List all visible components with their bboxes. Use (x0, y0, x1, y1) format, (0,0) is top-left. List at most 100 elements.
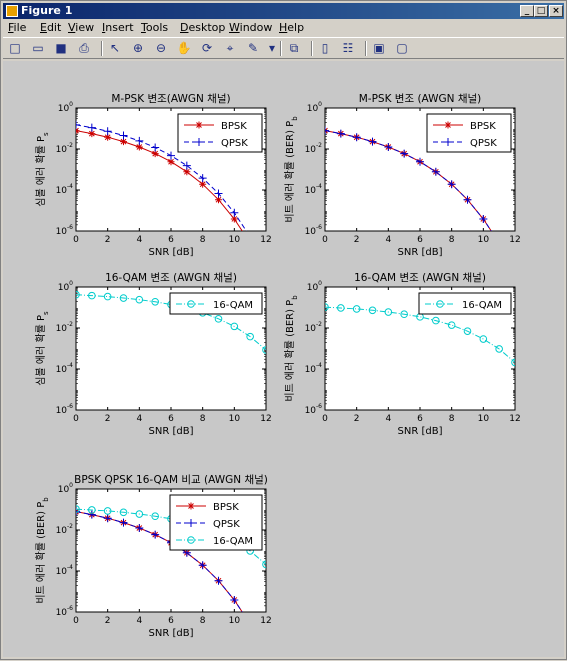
data-point (135, 136, 144, 145)
edit-plot-arrow-icon[interactable]: ↖ (109, 41, 121, 55)
x-tick-label: 2 (105, 616, 111, 626)
data-point (76, 290, 80, 299)
x-tick-label: 8 (449, 235, 455, 245)
legend-box (177, 113, 263, 153)
data-point (495, 239, 503, 247)
data-point (103, 514, 112, 523)
y-tick-label: 10-4 (56, 183, 74, 196)
toolbar-separator (311, 41, 313, 56)
data-point (87, 123, 96, 132)
toolbar-separator (101, 41, 103, 56)
data-point (88, 130, 96, 138)
brush-dropdown-icon[interactable]: ▾ (268, 41, 276, 55)
x-tick-label: 0 (73, 414, 79, 424)
legend-entry: BPSK (221, 121, 247, 132)
x-tick-label: 4 (385, 235, 391, 245)
minimize-button[interactable]: _ (520, 5, 534, 17)
zoom-out-icon[interactable]: ⊖ (155, 41, 167, 55)
legend: BPSK QPSK (426, 113, 512, 153)
menu-help[interactable]: Help (279, 21, 305, 34)
data-point (214, 315, 223, 323)
data-point (416, 157, 424, 166)
data-point (167, 158, 175, 166)
data-point (120, 138, 127, 146)
x-tick-label: 6 (168, 414, 174, 424)
insert-colorbar-icon[interactable]: ▯ (321, 41, 329, 55)
data-cursor-icon[interactable]: ⌖ (226, 41, 234, 55)
legend-box (418, 292, 512, 315)
legend-entry: BPSK (470, 121, 496, 132)
data-point (246, 620, 254, 628)
y-tick-label: 10-4 (305, 362, 323, 375)
menu-file[interactable]: File (8, 21, 27, 34)
zoom-in-icon[interactable]: ⊕ (132, 41, 144, 55)
brush-icon[interactable]: ✎ (247, 41, 259, 55)
show-plot-tools-icon[interactable]: ▢ (396, 41, 408, 55)
data-point (135, 143, 143, 151)
menu-desktop[interactable]: Desktop (180, 21, 226, 34)
legend: 16-QAM (418, 292, 512, 315)
data-point (400, 149, 409, 158)
data-point (76, 120, 80, 129)
data-point (151, 150, 159, 158)
data-point (214, 576, 223, 585)
menu-edit[interactable]: Edit (40, 21, 62, 34)
x-tick-label: 6 (417, 235, 423, 245)
legend-marker (187, 502, 195, 510)
x-tick-label: 12 (509, 235, 520, 245)
data-point (479, 214, 488, 223)
rotate-3d-icon[interactable]: ⟳ (201, 41, 213, 55)
hide-plot-tools-icon[interactable]: ▣ (373, 41, 385, 55)
data-point (337, 304, 345, 312)
x-tick-label: 6 (168, 235, 174, 245)
legend: BPSK QPSK (177, 113, 263, 153)
data-point (151, 512, 159, 521)
maximize-button[interactable]: □ (534, 5, 548, 17)
data-point (336, 129, 345, 138)
y-axis-label: 비트 에러 확률 (BER) Pb (284, 295, 299, 402)
data-point (246, 233, 254, 241)
data-point (431, 167, 440, 176)
legend-box (169, 292, 263, 315)
insert-legend-icon[interactable]: ☷ (342, 41, 354, 55)
series-line (76, 130, 243, 231)
data-point (167, 151, 175, 160)
data-point (479, 335, 488, 343)
y-tick-label: 100 (58, 101, 73, 114)
menu-view[interactable]: View (68, 21, 95, 34)
subplot-5: 0 2 4 6 8 10 1210010-210-410-6BPSKQPSK16-QAMBP… (35, 474, 272, 639)
data-point (230, 215, 238, 223)
figure-canvas: 0 2 4 6 8 10 12 100 10-2 10-4 10-6 BPSK QPSK M-PSK 변조… (3, 61, 564, 657)
legend-entry: 16-QAM (213, 536, 253, 547)
data-point (103, 507, 112, 515)
legend-entry: QPSK (213, 519, 240, 530)
menu-tools[interactable]: Tools (141, 21, 169, 34)
data-point (325, 303, 329, 311)
link-plot-icon[interactable]: ⧉ (289, 41, 299, 55)
x-tick-label: 2 (354, 414, 360, 424)
x-tick-label: 4 (136, 414, 142, 424)
legend: 16-QAM (169, 292, 263, 315)
data-point (368, 306, 377, 315)
menu-insert[interactable]: Insert (102, 21, 134, 34)
x-tick-label: 0 (322, 235, 328, 245)
print-icon[interactable]: ⎙ (79, 41, 89, 55)
data-point (463, 327, 472, 335)
data-point (135, 510, 144, 518)
open-file-icon[interactable]: ▭ (32, 41, 44, 55)
menu-window[interactable]: Window (229, 21, 273, 34)
close-button[interactable]: × (549, 5, 563, 17)
legend-entry: QPSK (221, 138, 248, 149)
data-point (119, 294, 128, 302)
data-point (119, 518, 128, 527)
y-axis-label: 비트 에러 확률 (BER) Pb (35, 497, 50, 604)
series-16-qam (325, 303, 515, 367)
series-qpsk (76, 120, 254, 241)
pan-hand-icon[interactable]: ✋ (176, 41, 192, 55)
save-icon[interactable]: ■ (55, 41, 67, 55)
title-bar[interactable]: Figure 1 _ □ × (3, 3, 564, 19)
new-figure-icon[interactable]: □ (9, 41, 21, 55)
data-point (432, 316, 440, 325)
x-axis-label: SNR [dB] (149, 628, 194, 639)
